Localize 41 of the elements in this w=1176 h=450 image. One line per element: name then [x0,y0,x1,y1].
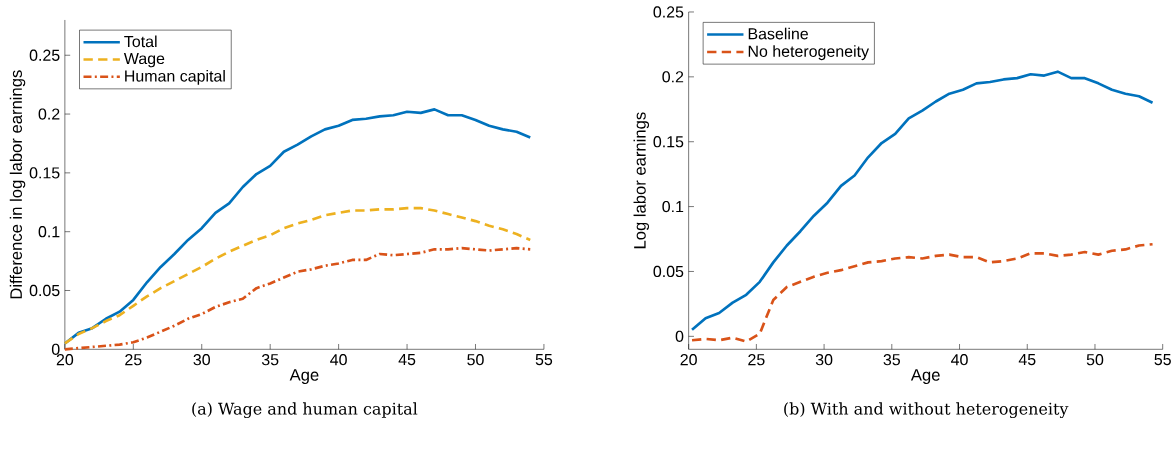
y-tick-label: 0.25 [29,49,60,61]
x-axis-title: Age [910,369,940,384]
y-tick-label: 0 [675,330,684,342]
x-tick-label: 55 [535,353,553,366]
y-tick-label: 0.2 [662,71,684,83]
line-series [63,206,532,345]
legend-label: Wage [123,52,165,68]
x-tick-label: 50 [467,353,484,366]
y-tick-label: 0.15 [653,136,684,148]
x-tick-label: 55 [1154,353,1171,366]
x-tick-label: 40 [951,353,968,366]
y-tick-label: 0.05 [29,284,60,297]
y-tick-label: 0.1 [662,200,684,213]
text: (b) With and without heterogeneity [784,402,1069,418]
text: (a) Wage and human capital [192,402,418,418]
x-tick-label: 30 [815,353,833,366]
legend-label: Baseline [748,27,808,40]
legend-label: Total [124,35,157,48]
x-tick-label: 45 [1018,353,1036,366]
x-axis-title: Age [289,369,319,384]
legend-label: Human capital [125,69,225,85]
x-tick-label: 20 [56,353,74,366]
x-tick-label: 25 [748,353,765,366]
x-tick-label: 30 [193,353,211,366]
x-tick-label: 35 [883,353,901,366]
x-tick-label: 50 [1086,353,1104,366]
y-axis-title: Difference in log labor earnings [9,70,26,299]
y-axis-title: Log labor earnings [633,112,650,249]
y-tick-label: 0.2 [38,108,60,120]
y-tick-label: 0.25 [653,6,684,18]
legend-label: No heterogeneity [748,45,870,61]
x-tick-label: 40 [330,353,347,366]
y-tick-label: 0 [51,343,60,355]
x-tick-label: 45 [398,353,416,366]
x-tick-label: 35 [261,353,279,366]
x-tick-label: 25 [125,353,142,366]
x-tick-label: 20 [680,353,697,366]
line-series [690,70,1154,332]
y-tick-label: 0.1 [38,225,60,238]
y-tick-label: 0.15 [29,167,60,179]
y-tick-label: 0.05 [653,265,684,278]
